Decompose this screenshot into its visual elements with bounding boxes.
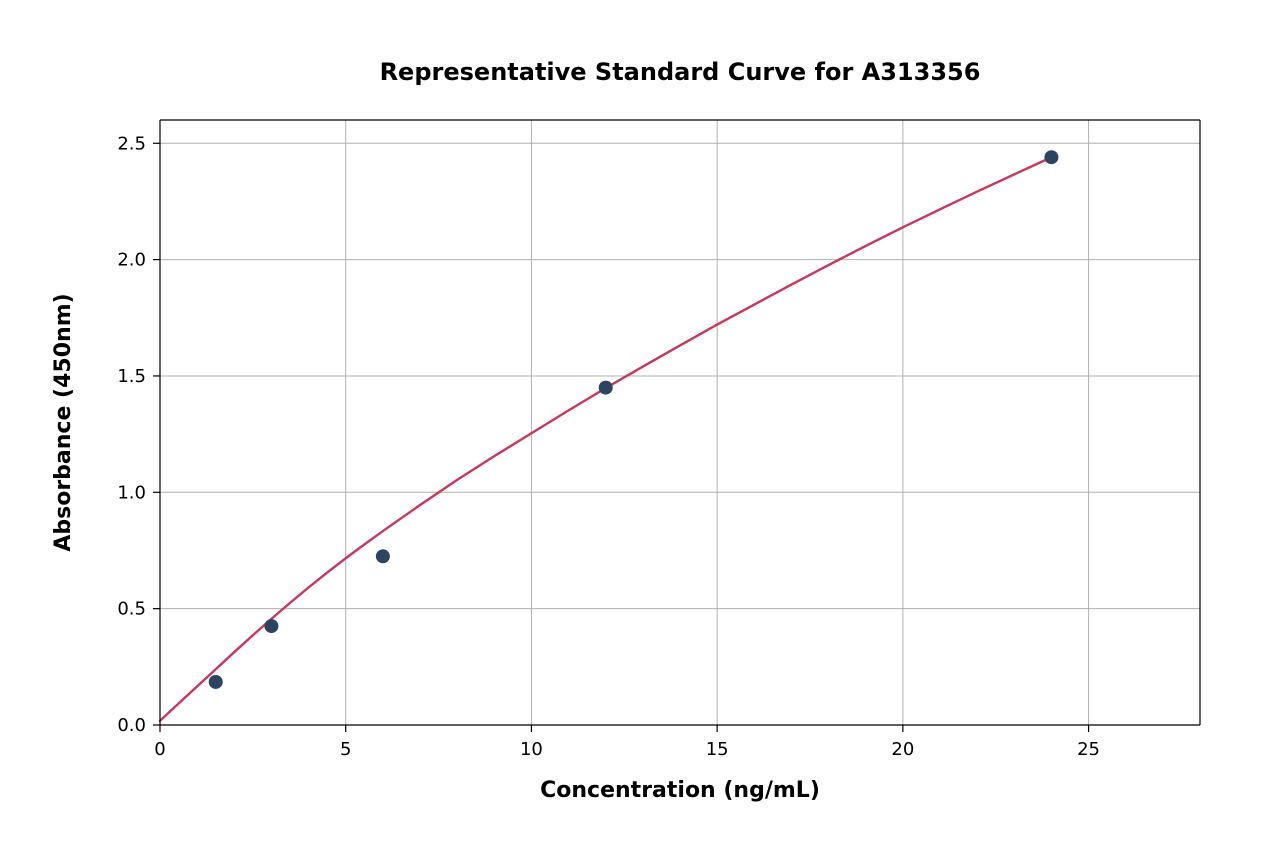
x-tick-label: 0: [154, 739, 165, 760]
y-tick-label: 0.5: [117, 599, 146, 620]
data-point: [209, 675, 223, 689]
x-tick-label: 25: [1077, 739, 1100, 760]
data-point: [599, 381, 613, 395]
x-tick-label: 15: [706, 739, 729, 760]
y-tick-label: 2.5: [117, 133, 146, 154]
y-tick-label: 0.0: [117, 715, 146, 736]
chart-title: Representative Standard Curve for A31335…: [380, 58, 981, 86]
y-tick-label: 2.0: [117, 250, 146, 271]
chart-container: 0 5 10 15 20 25 0.0 0.5 1.0 1.5 2.0 2.5 Concentratio…: [0, 0, 1280, 845]
y-axis-label: Absorbance (450nm): [51, 293, 76, 551]
data-point: [264, 619, 278, 633]
y-tick-label: 1.5: [117, 366, 146, 387]
x-tick-label: 20: [891, 739, 914, 760]
x-tick-label: 5: [340, 739, 351, 760]
data-point: [1044, 150, 1058, 164]
x-tick-label: 10: [520, 739, 543, 760]
data-point: [376, 549, 390, 563]
standard-curve-chart: 0 5 10 15 20 25 0.0 0.5 1.0 1.5 2.0 2.5 Concentratio…: [0, 0, 1280, 845]
x-axis-label: Concentration (ng/mL): [540, 778, 820, 803]
y-tick-label: 1.0: [117, 482, 146, 503]
plot-area: [160, 120, 1200, 725]
